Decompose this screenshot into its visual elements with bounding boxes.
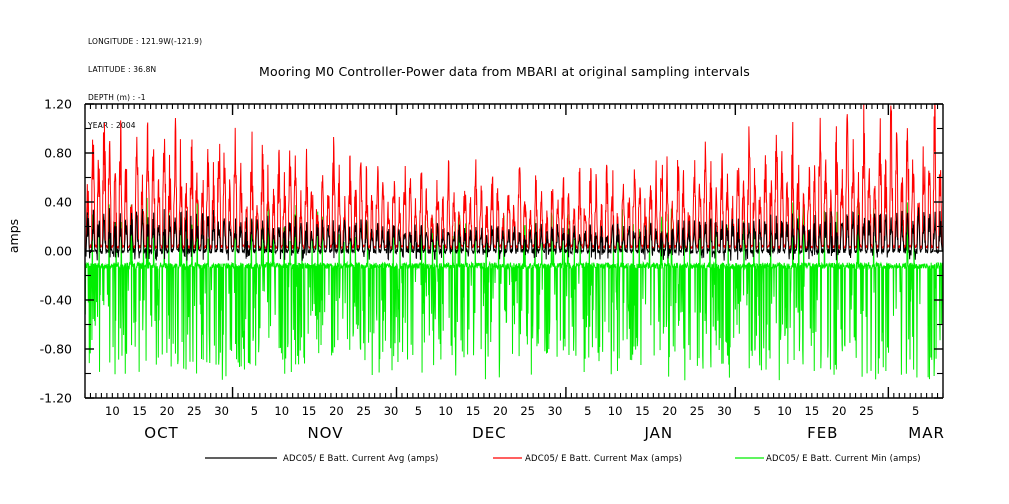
x-tick-label: 20 (832, 404, 847, 418)
x-axis-month-label: NOV (307, 424, 343, 442)
x-axis-month-label: JAN (643, 424, 673, 442)
legend-label-min: ADC05/ E Batt. Current Min (amps) (766, 454, 921, 464)
x-tick-label: 20 (493, 404, 508, 418)
y-tick-label: 0.40 (44, 195, 72, 210)
x-tick-label: 25 (520, 404, 535, 418)
x-tick-label: 5 (912, 404, 919, 418)
y-tick-label: 0.80 (44, 146, 72, 161)
x-tick-label: 15 (302, 404, 317, 418)
x-tick-label: 30 (717, 404, 732, 418)
x-tick-label: 5 (584, 404, 591, 418)
x-tick-label: 15 (635, 404, 650, 418)
x-tick-label: 30 (214, 404, 229, 418)
x-axis-month-label: DEC (472, 424, 507, 442)
metadata-depth: DEPTH (m) : -1 (88, 93, 146, 103)
y-tick-label: -0.80 (40, 342, 72, 357)
x-axis-month-label: FEB (807, 424, 838, 442)
x-tick-label: 15 (805, 404, 820, 418)
tick-labels-layer: 1.20 0.80 0.40 0.00 -0.40 -0.80 -1.20 10 15 20 25 3… (40, 97, 945, 443)
metadata-longitude: LONGITUDE : 121.9W(-121.9) (88, 36, 203, 46)
axes-layer (84, 103, 944, 399)
x-tick-label: 5 (415, 404, 422, 418)
x-tick-label: 25 (690, 404, 705, 418)
metadata-latitude: LATITUDE : 36.8N (88, 65, 157, 75)
x-tick-label: 25 (356, 404, 371, 418)
y-tick-label: -1.20 (40, 391, 72, 406)
x-tick-label: 15 (132, 404, 147, 418)
x-tick-label: 20 (160, 404, 175, 418)
x-tick-label: 20 (329, 404, 344, 418)
legend-label-avg: ADC05/ E Batt. Current Avg (amps) (283, 454, 438, 464)
x-tick-label: 10 (608, 404, 623, 418)
y-tick-label: 1.20 (44, 97, 72, 112)
x-tick-label: 10 (274, 404, 289, 418)
x-tick-label: 25 (187, 404, 202, 418)
x-tick-label: 5 (754, 404, 761, 418)
x-axis-month-label: OCT (144, 424, 178, 442)
x-tick-label: 30 (384, 404, 399, 418)
legend-label-max: ADC05/ E Batt. Current Max (amps) (525, 454, 682, 464)
x-tick-label: 20 (662, 404, 677, 418)
x-axis-month-label: MAR (908, 424, 945, 442)
y-tick-label: -0.40 (40, 293, 72, 308)
chart-title: Mooring M0 Controller-Power data from MB… (259, 64, 750, 79)
chart-legend: ADC05/ E Batt. Current Avg (amps) ADC05/ … (205, 454, 921, 464)
series-line-min (85, 197, 943, 381)
x-tick-label: 15 (466, 404, 481, 418)
x-tick-label: 5 (251, 404, 258, 418)
y-tick-label: 0.00 (44, 244, 72, 259)
x-tick-label: 10 (105, 404, 120, 418)
data-series-layer (85, 104, 943, 381)
station-metadata: LONGITUDE : 121.9W(-121.9) LATITUDE : 36… (88, 18, 202, 150)
series-line-avg (85, 207, 943, 261)
x-tick-label: 10 (777, 404, 792, 418)
x-tick-label: 30 (548, 404, 563, 418)
x-tick-label: 25 (859, 404, 874, 418)
metadata-year: YEAR : 2004 (88, 121, 136, 131)
x-tick-label: 10 (438, 404, 453, 418)
